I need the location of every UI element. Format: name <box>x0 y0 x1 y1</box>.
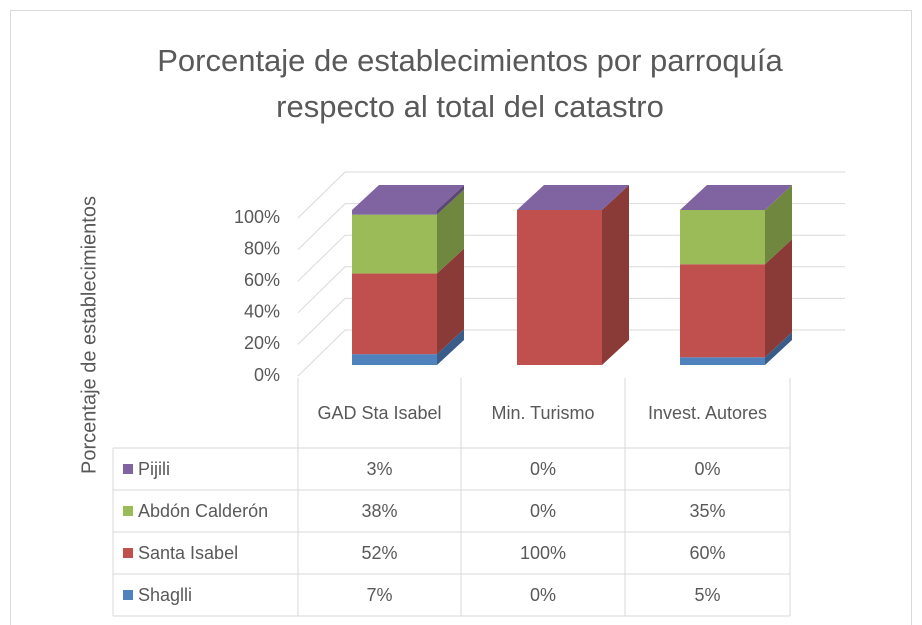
bar-segment <box>352 210 437 215</box>
legend-item: Santa Isabel <box>113 532 298 574</box>
table-value: 0% <box>529 585 556 605</box>
table-value: 7% <box>366 585 393 605</box>
bar-segment <box>680 264 765 358</box>
bar-segment-side <box>437 329 464 365</box>
legend-label: Abdón Calderón <box>138 501 269 521</box>
bar-segment <box>517 210 602 365</box>
legend-key <box>123 464 133 474</box>
table-value: 5% <box>694 585 721 605</box>
legend-key <box>123 548 133 558</box>
bar-top <box>680 185 792 210</box>
y-axis-label: Porcentaje de establecimientos <box>78 196 100 474</box>
bar-segment <box>352 214 437 274</box>
bar-top <box>352 185 464 210</box>
bar-segment <box>352 354 437 365</box>
grid-line <box>297 234 845 282</box>
bar-segment <box>352 273 437 355</box>
grid-line <box>297 329 845 377</box>
table-value: 0% <box>694 459 721 479</box>
legend-label: Santa Isabel <box>138 543 239 563</box>
table-value: 52% <box>361 543 398 563</box>
chart-border <box>10 10 912 625</box>
grid-line <box>297 266 845 314</box>
category-label: GAD Sta Isabel <box>317 403 442 423</box>
bar-segment <box>680 357 765 365</box>
category-label: Invest. Autores <box>647 403 768 423</box>
legend-item: Pijili <box>113 448 298 490</box>
table-value: 100% <box>519 543 567 563</box>
y-tick-label: 40% <box>244 302 280 322</box>
y-tick-label: 80% <box>244 238 280 258</box>
grid-line <box>297 203 845 250</box>
table-value: 38% <box>361 501 398 521</box>
legend-key <box>123 506 133 516</box>
table-value: 0% <box>529 459 556 479</box>
legend-item: Abdón Calderón <box>113 490 298 532</box>
grid-line <box>297 297 845 345</box>
bar-segment-side <box>437 185 464 215</box>
chart-title: Porcentaje de establecimientos por parro… <box>157 43 783 124</box>
table-value: 3% <box>366 459 393 479</box>
bar-segment-side <box>765 239 792 358</box>
table-value: 60% <box>689 543 726 563</box>
legend-item: Shaglli <box>113 574 298 616</box>
legend-key <box>123 590 133 600</box>
grid-line <box>297 171 845 219</box>
table-value: 0% <box>529 501 556 521</box>
category-label: Min. Turismo <box>491 403 595 423</box>
legend-label: Pijili <box>138 459 171 479</box>
bar-segment-side <box>437 189 464 274</box>
bar-segment-side <box>765 332 792 365</box>
y-tick-label: 100% <box>234 207 280 227</box>
y-tick-label: 60% <box>244 270 280 290</box>
y-tick-label: 20% <box>244 333 280 353</box>
bar-segment-side <box>437 248 464 355</box>
bar-top <box>517 185 629 210</box>
bar-segment-side <box>602 185 629 365</box>
bar-segment <box>680 210 765 265</box>
y-tick-label: 0% <box>254 365 280 385</box>
bar-segment-side <box>765 185 792 265</box>
legend-label: Shaglli <box>138 585 193 605</box>
table-value: 35% <box>689 501 726 521</box>
